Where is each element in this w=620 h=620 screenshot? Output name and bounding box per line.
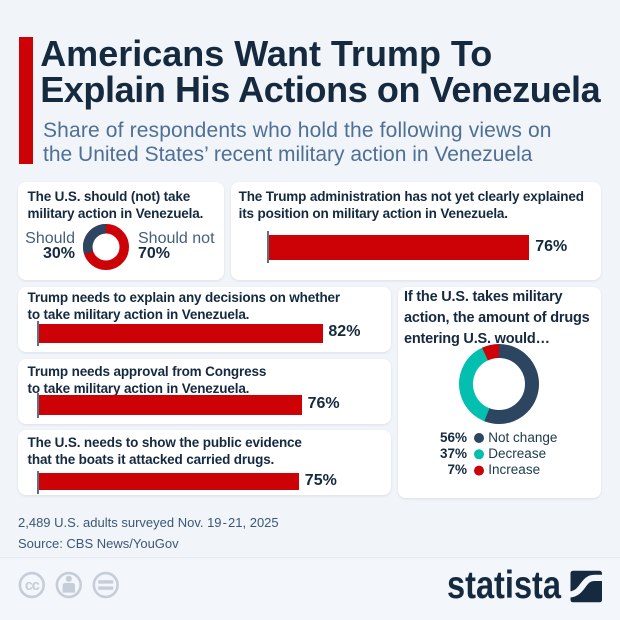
svg-text:cc: cc bbox=[25, 578, 40, 594]
svg-text:statista: statista bbox=[447, 568, 561, 606]
